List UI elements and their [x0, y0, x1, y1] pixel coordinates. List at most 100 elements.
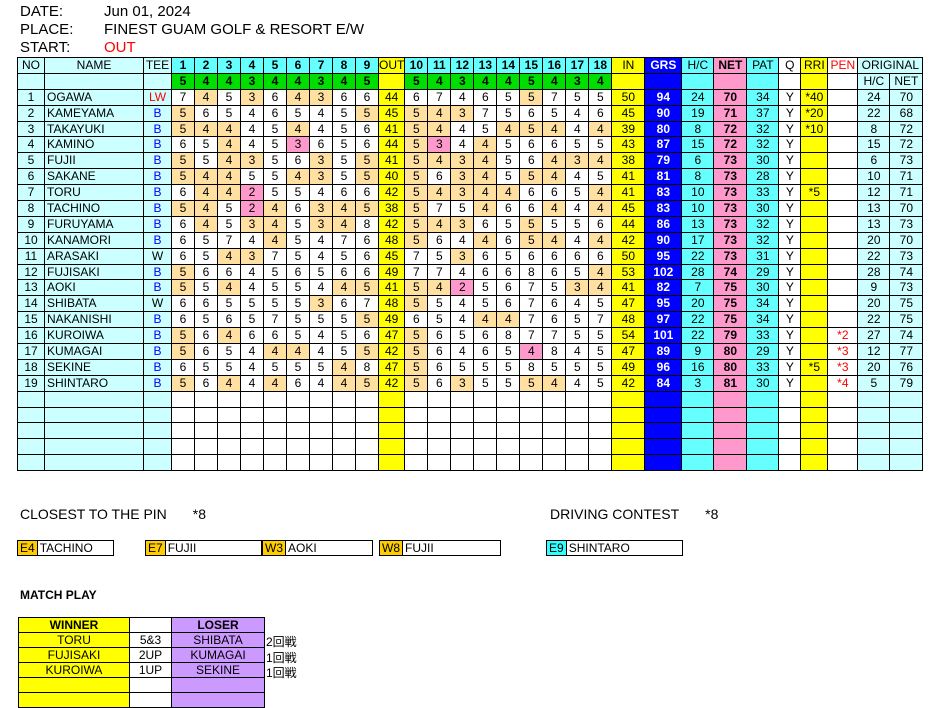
- player-name: TAKAYUKI: [44, 120, 144, 138]
- hole-score: 5: [496, 136, 521, 154]
- player-row[interactable]: 6 SAKANE B 5 4 4 5 5 4 3 5 5 40 5 6 3 4 5 5 4 4 5 41 81 8 73 28 Y 10…: [17, 168, 924, 186]
- player-row[interactable]: 3 TAKAYUKI B 5 4 4 4 5 4 4 5 6 41 5 4 4 5 4 5 4 4 4 39 80 8 72 32 Y…: [17, 120, 924, 138]
- hole-score: 4: [332, 374, 356, 392]
- hole-score: 3: [286, 136, 310, 154]
- hole-score: 3: [427, 136, 452, 154]
- player-tee: B: [143, 168, 172, 186]
- hole-score: 5: [496, 152, 521, 170]
- putts: 33: [746, 327, 780, 345]
- handicap: 28: [681, 263, 715, 281]
- player-name: NAKANISHI: [44, 311, 144, 329]
- empty-cell: [496, 390, 521, 408]
- hole-score: 6: [496, 263, 521, 281]
- handicap: 15: [681, 136, 715, 154]
- dc-hole: E9: [547, 541, 567, 555]
- hole-score: 4: [473, 168, 498, 186]
- in-total: 50: [611, 247, 646, 265]
- hole-score: 6: [542, 263, 567, 281]
- out-total: 38: [377, 200, 406, 217]
- player-no: 8: [17, 200, 45, 217]
- qualified: Y: [778, 327, 802, 345]
- empty-cell: [565, 438, 590, 456]
- empty-cell: [217, 422, 241, 440]
- hole-score: 6: [427, 374, 452, 392]
- qualified: Y: [778, 374, 802, 392]
- hole-score: 3: [450, 247, 475, 265]
- hole-score: 4: [217, 374, 241, 392]
- hole-score: 4: [450, 295, 475, 313]
- rri: [800, 311, 829, 329]
- player-row[interactable]: 4 KAMINO B 6 5 4 4 5 3 6 5 6 44 5 3 4 4 5 6 6 5 5 43 87 15 72 32 Y 1…: [17, 136, 924, 154]
- hole-score: 5: [496, 215, 521, 233]
- empty-cell: [171, 406, 195, 424]
- empty-cell: [519, 438, 544, 456]
- in-total: 41: [611, 279, 646, 297]
- hole-score: 6: [473, 247, 498, 265]
- in-total: 48: [611, 311, 646, 329]
- player-row[interactable]: 11 ARASAKI W 6 5 4 3 7 5 4 5 6 45 7 5 3 6 5 6 6 6 6 50 95 22 73 31…: [17, 247, 924, 265]
- gross-score: 83: [644, 200, 683, 217]
- player-row[interactable]: 17 KUMAGAI B 5 6 5 4 4 4 4 5 5 42 5 6 4 6 5 4 8 4 5 47 89 9 80 29 Y…: [17, 343, 924, 360]
- empty-cell: [44, 406, 144, 424]
- player-row[interactable]: 16 KUROIWA B 5 6 4 6 6 5 4 5 6 47 5 6 5 6 8 7 7 5 5 54 101 22 79 3…: [17, 327, 924, 345]
- player-row[interactable]: 19 SHINTARO B 5 6 4 4 4 6 4 4 5 42 5 6 3 5 5 5 4 4 5 42 84 3 81 30…: [17, 374, 924, 392]
- empty-cell: [713, 406, 748, 424]
- empty-cell: [565, 406, 590, 424]
- penalty: [827, 184, 859, 202]
- empty-cell: [746, 454, 780, 472]
- hole-score: 4: [194, 168, 218, 186]
- original-hc: 22: [857, 247, 891, 265]
- player-row[interactable]: 7 TORU B 6 4 4 2 5 5 4 6 6 42 5 4 3 4 4 6 6 5 4 41 83 10 73 33 Y *5 1…: [17, 184, 924, 202]
- player-row[interactable]: 9 FURUYAMA B 6 4 5 3 4 5 3 4 8 42 5 4 3 6 5 5 5 5 6 44 86 13 73 32…: [17, 215, 924, 233]
- player-tee: B: [143, 136, 172, 154]
- hole-score: 5: [171, 343, 195, 360]
- hole-score: 4: [427, 184, 452, 202]
- qualified: Y: [778, 263, 802, 281]
- hole-score: 5: [542, 104, 567, 122]
- hole-score: 6: [355, 327, 379, 345]
- qualified: Y: [778, 311, 802, 329]
- player-row[interactable]: 2 KAMEYAMA B 5 6 5 4 6 5 4 5 5 45 5 4 3 7 5 6 5 4 6 45 90 19 71 37…: [17, 104, 924, 122]
- match-round: 1回戦: [266, 666, 297, 680]
- hole-score: 4: [565, 231, 590, 249]
- player-row[interactable]: 5 FUJII B 5 5 4 3 5 6 3 5 5 41 5 4 3 4 5 6 4 3 4 38 79 6 73 30 Y 6 73: [17, 152, 924, 170]
- rri: [800, 136, 829, 154]
- player-row[interactable]: 18 SEKINE B 6 5 5 4 5 5 5 4 8 47 5 6 5 5 5 8 5 5 5 49 96 16 80 33 Y…: [17, 358, 924, 376]
- empty-cell: [681, 438, 715, 456]
- penalty: *2: [827, 327, 859, 345]
- hole-score: 4: [450, 263, 475, 281]
- player-row[interactable]: 15 NAKANISHI B 6 5 6 5 7 5 5 5 5 49 6 5 4 4 4 7 6 5 7 48 97 22 75…: [17, 311, 924, 329]
- player-row[interactable]: 10 KANAMORI B 6 5 7 4 4 5 4 7 6 48 5 6 4 4 6 5 4 4 4 42 90 17 73 3…: [17, 231, 924, 249]
- hole-score: 5: [263, 184, 287, 202]
- player-row[interactable]: 12 FUJISAKI B 5 6 6 4 5 6 5 6 6 49 7 7 4 6 6 8 6 5 4 53 102 28 74…: [17, 263, 924, 281]
- penalty: [827, 231, 859, 249]
- header-hole: 12: [450, 57, 475, 74]
- hole-score: 4: [263, 231, 287, 249]
- in-total: 50: [611, 88, 646, 106]
- hole-score: 5: [404, 200, 429, 217]
- par-cell: 4: [427, 72, 452, 90]
- hole-score: 6: [542, 295, 567, 313]
- empty-cell: [827, 406, 859, 424]
- gross-score: 79: [644, 152, 683, 170]
- empty-cell: [217, 454, 241, 472]
- empty-cell: [713, 390, 748, 408]
- hole-score: 6: [194, 104, 218, 122]
- player-row[interactable]: 1 OGAWA LW 7 4 5 3 6 4 3 6 6 44 6 7 4 6 5 5 7 5 5 50 94 24 70 34 Y *…: [17, 88, 924, 106]
- player-row[interactable]: 13 AOKI B 5 5 4 4 5 5 4 4 5 41 5 4 2 5 6 7 5 3 4 41 82 7 75 30 Y 9 73: [17, 279, 924, 297]
- hole-score: 6: [542, 311, 567, 329]
- hole-score: 5: [263, 168, 287, 186]
- hole-score: 6: [565, 247, 590, 265]
- original-hc: 20: [857, 358, 891, 376]
- out-total: 45: [377, 247, 406, 265]
- player-row[interactable]: 8 TACHINO B 5 4 5 2 4 6 3 4 5 38 5 7 5 4 6 6 4 4 4 45 83 10 73 30 Y…: [17, 200, 924, 217]
- empty-cell: [473, 390, 498, 408]
- net-score: 73: [713, 200, 748, 217]
- hole-score: 6: [263, 327, 287, 345]
- hole-score: 6: [519, 104, 544, 122]
- player-row[interactable]: 14 SHIBATA W 6 6 5 5 5 5 3 6 7 48 5 5 4 5 6 7 6 4 5 47 95 20 75 34…: [17, 295, 924, 313]
- hole-score: 4: [286, 343, 310, 360]
- hole-score: 6: [427, 343, 452, 360]
- hole-score: 2: [240, 184, 264, 202]
- rri: *5: [800, 358, 829, 376]
